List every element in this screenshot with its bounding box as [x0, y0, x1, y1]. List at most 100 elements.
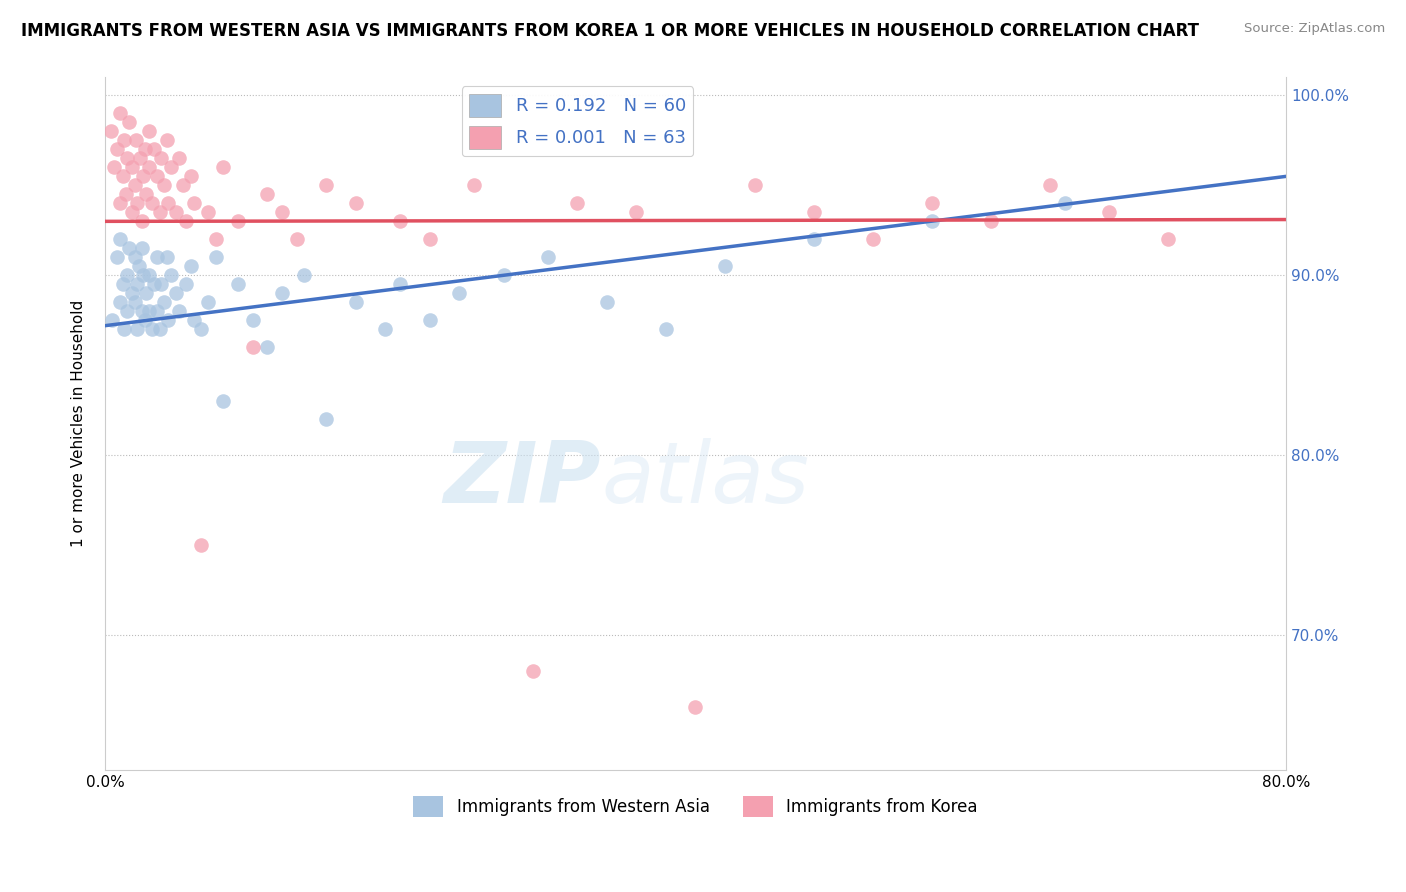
Point	[132, 169, 155, 184]
Point	[105, 250, 128, 264]
Point	[522, 664, 544, 678]
Point	[212, 161, 235, 175]
Point	[183, 196, 205, 211]
Text: Source: ZipAtlas.com: Source: ZipAtlas.com	[1244, 22, 1385, 36]
Point	[449, 286, 471, 301]
Point	[256, 340, 278, 354]
Point	[128, 260, 150, 274]
Point	[1157, 232, 1180, 246]
Point	[862, 232, 884, 246]
Point	[174, 214, 197, 228]
Point	[115, 268, 138, 283]
Point	[145, 304, 167, 318]
Point	[463, 178, 485, 193]
Point	[204, 250, 226, 264]
Point	[190, 322, 212, 336]
Point	[744, 178, 766, 193]
Point	[131, 241, 153, 255]
Point	[105, 142, 128, 156]
Point	[803, 232, 825, 246]
Point	[127, 322, 149, 336]
Point	[149, 322, 172, 336]
Point	[596, 295, 619, 310]
Point	[115, 152, 138, 166]
Point	[134, 313, 156, 327]
Point	[156, 133, 179, 147]
Point	[172, 178, 194, 193]
Point	[135, 286, 157, 301]
Point	[108, 232, 131, 246]
Point	[134, 142, 156, 156]
Point	[124, 178, 146, 193]
Point	[124, 250, 146, 264]
Point	[112, 133, 135, 147]
Point	[803, 205, 825, 219]
Point	[132, 268, 155, 283]
Point	[153, 295, 176, 310]
Point	[419, 313, 441, 327]
Point	[100, 124, 122, 138]
Point	[714, 260, 737, 274]
Point	[111, 169, 134, 184]
Point	[127, 277, 149, 292]
Point	[165, 286, 187, 301]
Point	[115, 304, 138, 318]
Point	[256, 187, 278, 202]
Point	[419, 232, 441, 246]
Point	[125, 133, 148, 147]
Point	[117, 241, 139, 255]
Text: atlas: atlas	[600, 438, 808, 521]
Y-axis label: 1 or more Vehicles in Household: 1 or more Vehicles in Household	[72, 300, 86, 548]
Point	[655, 322, 678, 336]
Point	[626, 205, 648, 219]
Point	[167, 152, 190, 166]
Legend: Immigrants from Western Asia, Immigrants from Korea: Immigrants from Western Asia, Immigrants…	[406, 789, 984, 824]
Point	[117, 115, 139, 129]
Point	[1098, 205, 1121, 219]
Point	[124, 295, 146, 310]
Point	[156, 250, 179, 264]
Point	[108, 295, 131, 310]
Point	[212, 394, 235, 409]
Point	[145, 169, 167, 184]
Point	[127, 196, 149, 211]
Point	[112, 322, 135, 336]
Point	[567, 196, 589, 211]
Point	[1039, 178, 1062, 193]
Point	[180, 260, 202, 274]
Point	[226, 214, 249, 228]
Point	[141, 322, 163, 336]
Point	[197, 295, 219, 310]
Point	[242, 313, 264, 327]
Point	[204, 232, 226, 246]
Point	[131, 304, 153, 318]
Point	[108, 196, 131, 211]
Point	[153, 178, 176, 193]
Point	[121, 205, 143, 219]
Point	[1053, 196, 1076, 211]
Point	[197, 205, 219, 219]
Point	[344, 196, 367, 211]
Point	[174, 277, 197, 292]
Point	[141, 196, 163, 211]
Point	[492, 268, 515, 283]
Point	[150, 152, 173, 166]
Point	[271, 286, 294, 301]
Point	[180, 169, 202, 184]
Point	[537, 250, 560, 264]
Point	[271, 205, 294, 219]
Point	[685, 700, 707, 714]
Point	[160, 161, 183, 175]
Point	[921, 214, 943, 228]
Point	[131, 214, 153, 228]
Point	[138, 268, 160, 283]
Point	[157, 196, 180, 211]
Point	[980, 214, 1002, 228]
Point	[292, 268, 315, 283]
Point	[101, 313, 124, 327]
Point	[121, 161, 143, 175]
Text: IMMIGRANTS FROM WESTERN ASIA VS IMMIGRANTS FROM KOREA 1 OR MORE VEHICLES IN HOUS: IMMIGRANTS FROM WESTERN ASIA VS IMMIGRAN…	[21, 22, 1199, 40]
Point	[138, 304, 160, 318]
Point	[157, 313, 180, 327]
Point	[142, 277, 165, 292]
